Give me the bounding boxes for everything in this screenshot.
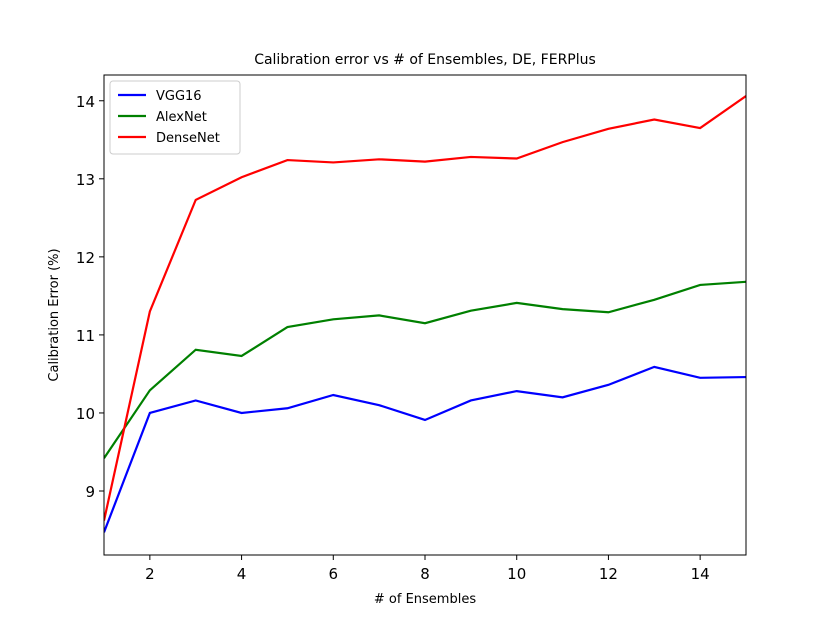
y-tick-label: 11	[76, 327, 95, 345]
x-tick-label: 10	[507, 565, 526, 583]
line-series	[104, 95, 746, 521]
y-tick-label: 12	[76, 249, 95, 267]
y-tick-label: 9	[85, 483, 95, 501]
x-axis-label: # of Ensembles	[374, 592, 476, 607]
legend-label: DenseNet	[156, 131, 220, 146]
y-axis-label: Calibration Error (%)	[47, 248, 62, 381]
x-tick-label: 12	[599, 565, 618, 583]
line-series	[104, 365, 746, 533]
line-series	[104, 280, 746, 459]
plot-frame	[103, 74, 747, 556]
x-tick-label: 2	[145, 565, 155, 583]
x-tick-label: 8	[420, 565, 430, 583]
y-tick-label: 13	[76, 171, 95, 189]
y-tick-label: 14	[76, 93, 95, 111]
legend-label: AlexNet	[156, 110, 207, 125]
y-tick-label: 10	[76, 405, 95, 423]
chart-title: Calibration error vs # of Ensembles, DE,…	[254, 52, 596, 68]
x-tick-label: 6	[329, 565, 339, 583]
legend-label: VGG16	[156, 89, 202, 104]
legend-box	[109, 80, 241, 155]
x-tick-label: 4	[237, 565, 247, 583]
x-tick-label: 14	[691, 565, 710, 583]
